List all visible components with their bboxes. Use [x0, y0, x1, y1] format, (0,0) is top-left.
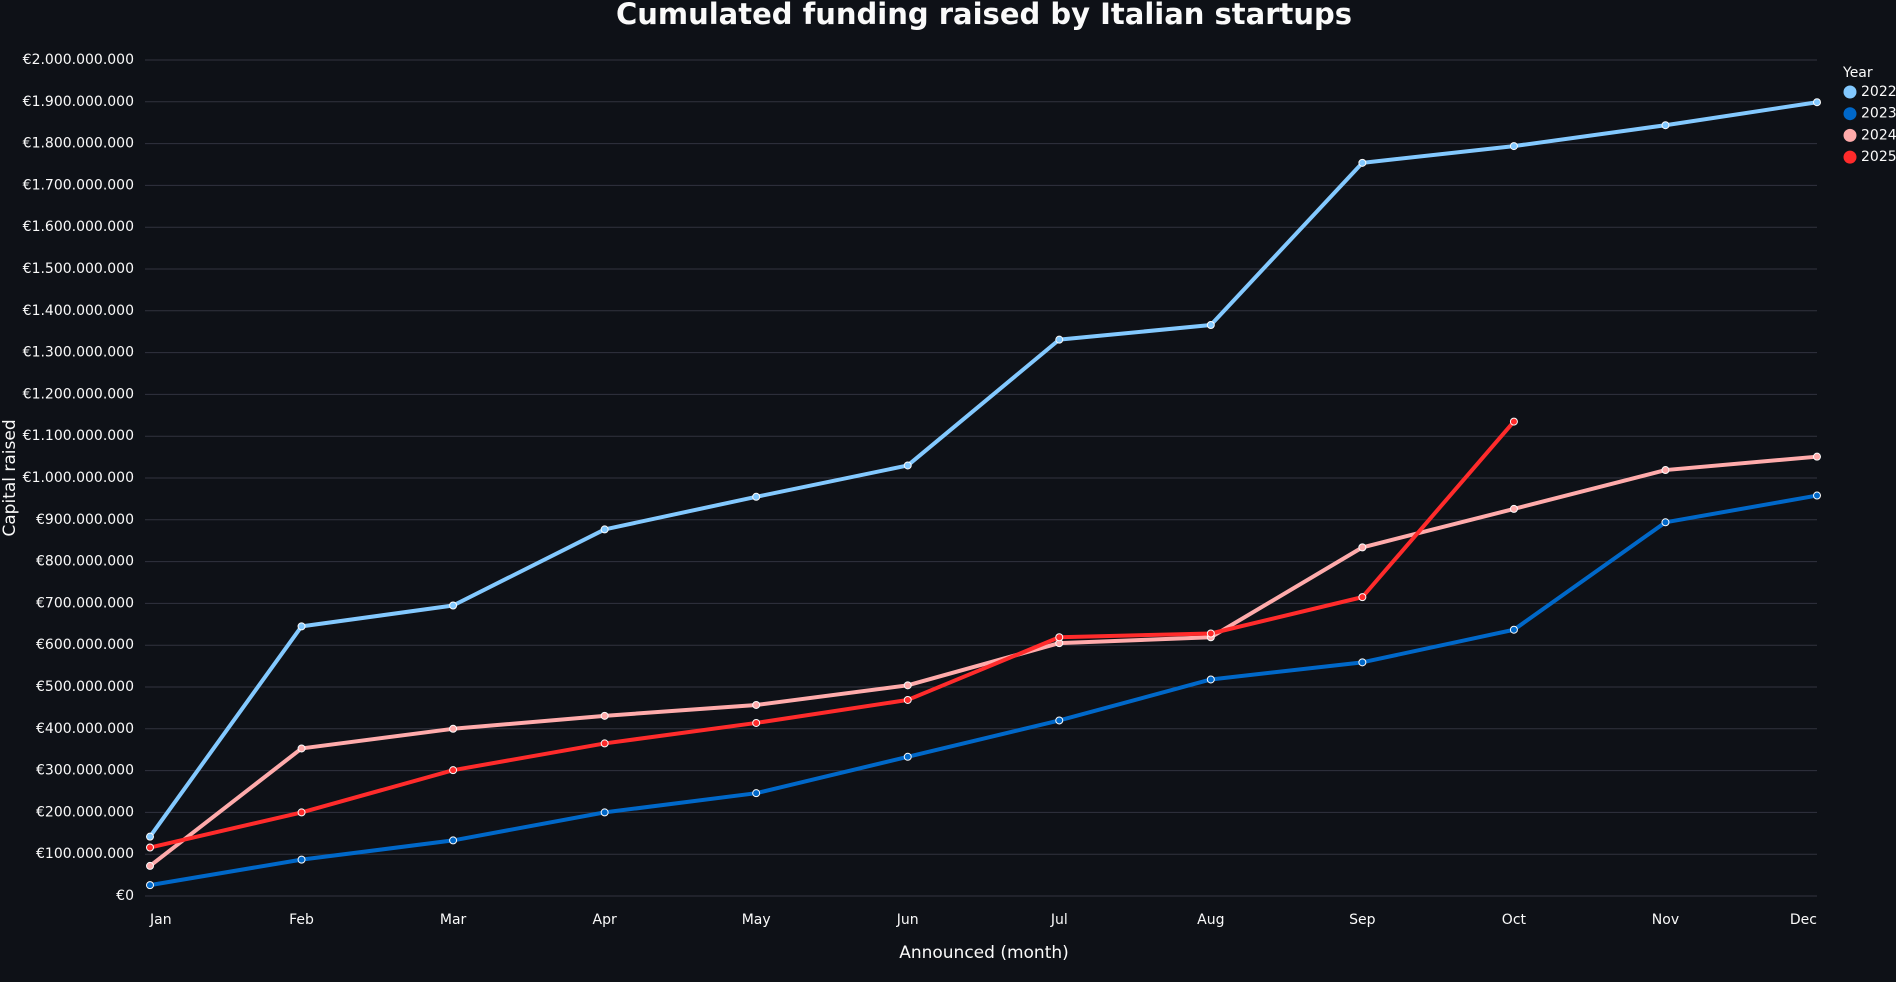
- legend-swatch: [1843, 85, 1857, 99]
- point: [1661, 466, 1670, 475]
- series-line: [148, 419, 1516, 850]
- y-tick-label: €1.400.000.000: [23, 303, 134, 319]
- point: [146, 832, 154, 841]
- y-tick-label: €700.000.000: [36, 595, 134, 611]
- x-tick-label: Nov: [1652, 912, 1679, 928]
- point: [449, 766, 458, 775]
- y-tick-label: €1.300.000.000: [23, 345, 134, 361]
- y-tick-label: €100.000.000: [36, 846, 134, 862]
- point: [1206, 675, 1215, 684]
- y-tick-label: €1.600.000.000: [23, 219, 134, 235]
- series-line: [148, 454, 1819, 868]
- point: [449, 836, 458, 845]
- point: [1509, 625, 1518, 634]
- point: [1509, 417, 1518, 426]
- point: [146, 843, 154, 852]
- point: [1813, 491, 1821, 500]
- y-tick-label: €800.000.000: [36, 554, 134, 570]
- y-tick-label: €900.000.000: [36, 512, 134, 528]
- point: [1661, 518, 1670, 527]
- point: [1813, 98, 1821, 107]
- point: [1358, 658, 1367, 667]
- point: [1358, 543, 1367, 552]
- y-tick-label: €1.800.000.000: [23, 136, 134, 152]
- point: [1509, 504, 1518, 513]
- x-tick-label: Feb: [289, 912, 314, 928]
- point: [1813, 452, 1821, 461]
- point: [146, 861, 154, 870]
- legend-swatch: [1843, 128, 1857, 142]
- point: [297, 622, 306, 631]
- point: [297, 744, 306, 753]
- point: [600, 808, 609, 817]
- x-tick-label: Sep: [1349, 912, 1376, 928]
- point: [600, 711, 609, 720]
- legend-title: Year: [1842, 65, 1873, 81]
- x-tick-label: Apr: [593, 912, 617, 928]
- point: [600, 739, 609, 748]
- series-line: [148, 493, 1819, 888]
- point: [752, 492, 761, 501]
- point: [297, 808, 306, 817]
- x-tick-label: May: [742, 912, 771, 928]
- point: [1055, 633, 1064, 642]
- x-tick-label: Jan: [149, 912, 172, 928]
- y-tick-label: €1.100.000.000: [23, 428, 134, 444]
- x-tick-label: Mar: [440, 912, 467, 928]
- point: [449, 601, 458, 610]
- legend-label: 2023: [1861, 106, 1896, 122]
- point: [903, 461, 912, 470]
- point: [1055, 716, 1064, 725]
- y-tick-label: €200.000.000: [36, 804, 134, 820]
- legend-label: 2025: [1861, 149, 1896, 165]
- point: [146, 881, 154, 890]
- y-tick-label: €300.000.000: [36, 763, 134, 779]
- y-tick-label: €1.700.000.000: [23, 177, 134, 193]
- series-line: [148, 100, 1819, 839]
- legend-swatch: [1843, 107, 1857, 121]
- x-tick-label: Jul: [1050, 912, 1068, 928]
- chart-title: Cumulated funding raised by Italian star…: [616, 0, 1352, 31]
- legend-swatch: [1843, 150, 1857, 164]
- point: [1206, 629, 1215, 638]
- y-tick-label: €1.900.000.000: [23, 94, 134, 110]
- point: [1055, 335, 1064, 344]
- x-tick-label: Aug: [1197, 912, 1224, 928]
- point: [752, 718, 761, 727]
- legend-label: 2022: [1861, 84, 1896, 100]
- point: [752, 700, 761, 709]
- point: [903, 752, 912, 761]
- y-tick-label: €1.200.000.000: [23, 386, 134, 402]
- point: [752, 789, 761, 798]
- y-tick-label: €500.000.000: [36, 679, 134, 695]
- x-tick-label: Dec: [1790, 912, 1817, 928]
- point: [297, 855, 306, 864]
- y-tick-label: €600.000.000: [36, 637, 134, 653]
- point: [1358, 158, 1367, 167]
- y-tick-label: €1.500.000.000: [23, 261, 134, 277]
- point: [1661, 121, 1670, 130]
- point: [903, 695, 912, 704]
- point: [903, 681, 912, 690]
- point: [1206, 321, 1215, 330]
- y-tick-label: €2.000.000.000: [23, 52, 134, 68]
- x-tick-label: Oct: [1502, 912, 1527, 928]
- point: [449, 724, 458, 733]
- y-axis-label: Capital raised: [0, 419, 20, 536]
- y-tick-label: €400.000.000: [36, 721, 134, 737]
- y-tick-label: €1.000.000.000: [23, 470, 134, 486]
- point: [1509, 142, 1518, 151]
- y-tick-label: €0: [116, 888, 134, 904]
- x-tick-label: Jun: [896, 912, 919, 928]
- point: [600, 525, 609, 534]
- legend-label: 2024: [1861, 127, 1896, 143]
- x-axis-label: Announced (month): [899, 943, 1069, 963]
- point: [1358, 593, 1367, 602]
